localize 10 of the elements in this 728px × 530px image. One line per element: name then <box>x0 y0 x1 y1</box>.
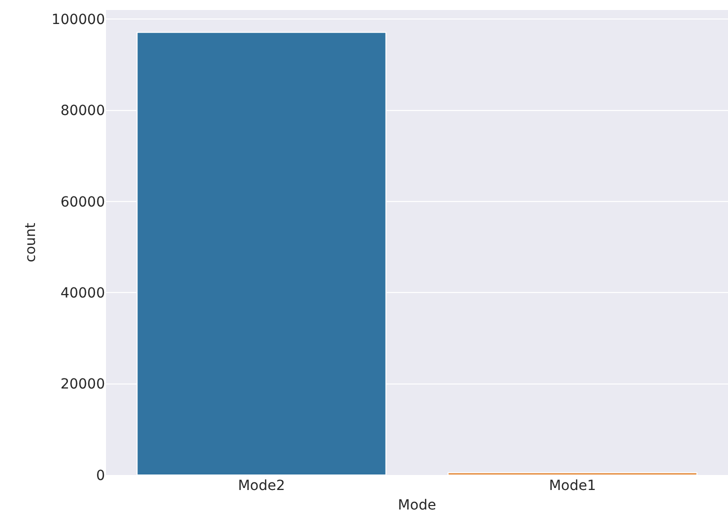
y-tick-label: 60000 <box>60 194 105 210</box>
y-axis-title: count <box>23 222 40 262</box>
x-tick-label: Mode1 <box>548 478 596 494</box>
y-tick-label: 80000 <box>60 103 105 120</box>
x-axis-title: Mode <box>398 497 436 514</box>
y-tick-label: 100000 <box>52 12 105 28</box>
y-tick-label: 0 <box>96 468 105 484</box>
x-tick-label: Mode2 <box>238 478 286 494</box>
y-tick-label: 20000 <box>60 376 105 393</box>
y-tick-label: 40000 <box>60 286 105 302</box>
